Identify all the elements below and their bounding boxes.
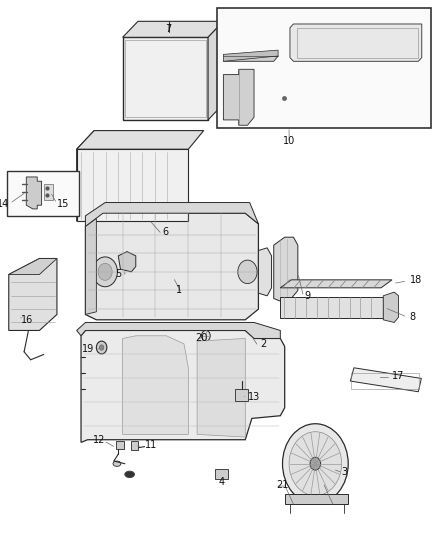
Bar xyxy=(7,171,79,216)
Polygon shape xyxy=(197,338,245,437)
Circle shape xyxy=(238,260,257,284)
Circle shape xyxy=(98,263,112,280)
Bar xyxy=(123,37,208,120)
Polygon shape xyxy=(223,56,278,61)
Circle shape xyxy=(283,424,348,504)
Polygon shape xyxy=(123,21,223,37)
Polygon shape xyxy=(350,368,421,392)
Text: 5: 5 xyxy=(115,270,121,279)
Text: 1: 1 xyxy=(176,286,182,295)
Bar xyxy=(116,441,124,449)
Polygon shape xyxy=(77,322,280,338)
Polygon shape xyxy=(77,131,204,149)
FancyBboxPatch shape xyxy=(263,68,304,126)
Circle shape xyxy=(96,341,107,354)
Polygon shape xyxy=(223,69,254,125)
Text: 14: 14 xyxy=(0,199,10,208)
Polygon shape xyxy=(26,177,42,209)
Text: 10: 10 xyxy=(283,136,295,146)
Text: 17: 17 xyxy=(392,371,404,381)
Polygon shape xyxy=(123,336,188,434)
Text: 18: 18 xyxy=(410,275,422,285)
Polygon shape xyxy=(85,213,258,320)
Text: 2: 2 xyxy=(261,339,267,349)
Polygon shape xyxy=(85,219,96,314)
Circle shape xyxy=(93,257,117,287)
Text: 4: 4 xyxy=(218,478,224,487)
Bar xyxy=(235,389,248,401)
Bar xyxy=(44,184,53,200)
Text: 20: 20 xyxy=(195,334,207,343)
Polygon shape xyxy=(258,248,272,296)
Text: 3: 3 xyxy=(342,467,348,477)
Text: 15: 15 xyxy=(57,199,69,208)
Bar xyxy=(131,441,138,450)
Bar xyxy=(351,373,419,389)
Text: 7: 7 xyxy=(166,25,172,34)
Ellipse shape xyxy=(125,471,134,478)
Circle shape xyxy=(124,257,132,268)
Bar xyxy=(285,494,348,504)
Circle shape xyxy=(99,345,104,350)
Text: 9: 9 xyxy=(304,291,311,301)
Circle shape xyxy=(289,432,342,496)
Bar xyxy=(280,297,383,318)
Polygon shape xyxy=(9,259,57,274)
Text: 8: 8 xyxy=(410,312,416,322)
Text: 6: 6 xyxy=(162,227,169,237)
Bar xyxy=(125,40,206,117)
Polygon shape xyxy=(280,280,392,288)
Polygon shape xyxy=(77,149,188,221)
Bar xyxy=(217,8,431,128)
Polygon shape xyxy=(9,259,57,330)
Polygon shape xyxy=(85,203,258,227)
Circle shape xyxy=(310,457,321,470)
Polygon shape xyxy=(383,292,399,322)
Polygon shape xyxy=(118,252,136,272)
Polygon shape xyxy=(208,21,223,120)
Polygon shape xyxy=(274,237,298,301)
Polygon shape xyxy=(77,131,94,221)
Polygon shape xyxy=(81,330,285,442)
Text: 16: 16 xyxy=(21,315,33,325)
Bar xyxy=(215,469,228,479)
Circle shape xyxy=(201,330,210,341)
Text: 13: 13 xyxy=(247,392,260,402)
Ellipse shape xyxy=(113,461,121,466)
Text: 19: 19 xyxy=(82,344,94,354)
Text: 21: 21 xyxy=(276,480,288,490)
Text: 11: 11 xyxy=(145,440,157,450)
Polygon shape xyxy=(290,24,422,61)
Text: 12: 12 xyxy=(93,435,105,445)
Polygon shape xyxy=(223,50,278,61)
